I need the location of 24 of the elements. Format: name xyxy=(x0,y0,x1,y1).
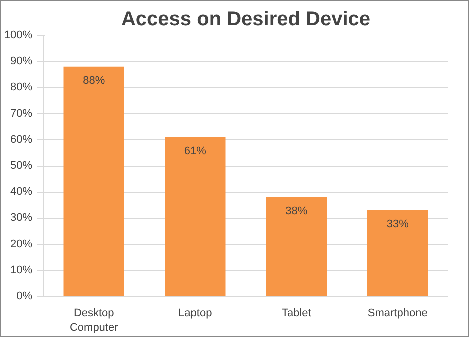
y-tick-label: 30% xyxy=(10,212,33,224)
data-label: 33% xyxy=(386,218,410,230)
data-label: 61% xyxy=(184,145,207,158)
y-tick-label: 100% xyxy=(4,30,33,42)
y-tick-label: 60% xyxy=(10,134,33,146)
bar xyxy=(368,210,428,296)
y-tick-label: 50% xyxy=(10,160,33,172)
y-tick-label: 80% xyxy=(10,82,33,94)
y-tick-label: 0% xyxy=(16,290,33,302)
y-tick-label: 10% xyxy=(10,264,33,276)
data-label: 88% xyxy=(83,74,106,87)
x-tick-label: Desktop Computer xyxy=(70,308,119,334)
y-tick-label: 20% xyxy=(10,238,33,250)
y-tick-label: 40% xyxy=(10,186,33,198)
bar xyxy=(266,197,327,296)
x-tick-label: Laptop xyxy=(178,308,212,320)
bar xyxy=(64,66,124,296)
y-tick-label: 90% xyxy=(10,56,33,68)
chart-title: Access on Desired Device xyxy=(121,8,371,30)
bar xyxy=(165,137,226,296)
x-tick-label: Tablet xyxy=(282,308,312,320)
data-label: 38% xyxy=(286,205,308,218)
x-tick-label: Smartphone xyxy=(368,308,428,320)
y-tick-label: 70% xyxy=(10,108,33,120)
